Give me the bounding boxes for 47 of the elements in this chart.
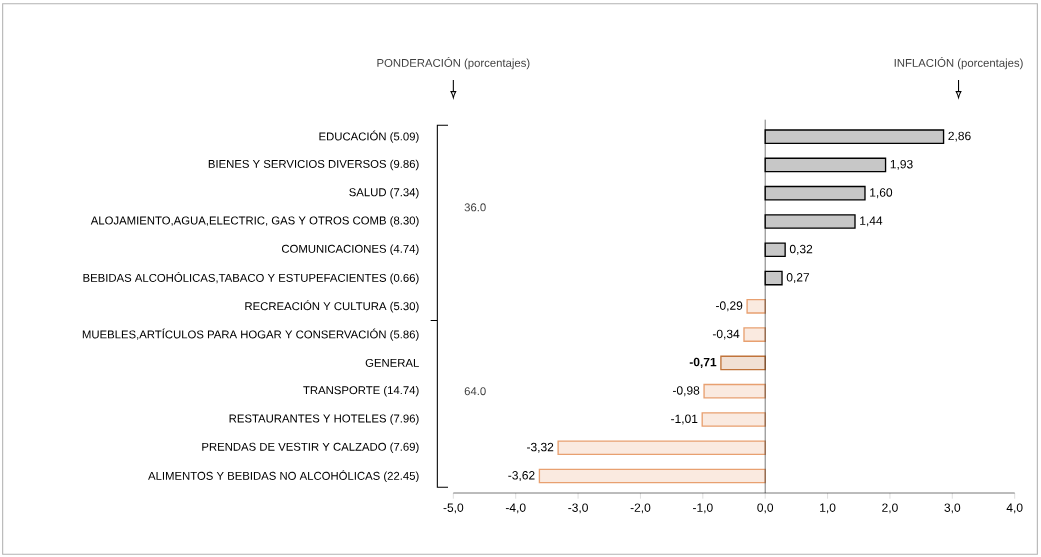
data-label: 1,44 — [860, 216, 883, 227]
data-label: 0,27 — [786, 273, 810, 283]
annotation: 36.0 — [464, 203, 486, 212]
data-label: 0,32 — [789, 244, 813, 255]
data-label: 1,60 — [870, 188, 893, 199]
data-label: -0,29 — [716, 301, 743, 312]
x-tick-label: 4,0 — [1006, 503, 1023, 514]
y-tick-label: RESTAURANTES Y HOTELES (7.96) — [229, 414, 419, 425]
bar — [746, 299, 766, 314]
x-tick-label: 0,0 — [757, 503, 774, 514]
x-tick-label: -1,0 — [693, 503, 713, 514]
y-tick-label: BIENES Y SERVICIOS DIVERSOS (9.86) — [208, 159, 419, 171]
y-tick-label: GENERAL — [365, 358, 419, 367]
data-label: 2,86 — [948, 131, 971, 142]
x-tick-label: -5,0 — [443, 503, 464, 514]
annotation: 64.0 — [464, 387, 486, 396]
x-tick-label: -3,0 — [568, 503, 588, 514]
data-label: -0,34 — [712, 329, 740, 340]
text: PONDERACIÓN (porcentajes) — [377, 57, 530, 70]
y-tick-label: ALIMENTOS Y BEBIDAS NO ALCOHÓLICAS (22.45) — [148, 469, 419, 483]
y-tick-label: COMUNICACIONES (4.74) — [281, 244, 419, 256]
x-tick-label: 2,0 — [882, 503, 898, 514]
y-tick-label: SALUD (7.34) — [349, 187, 419, 199]
y-tick-label: EDUCACIÓN (5.09) — [319, 130, 419, 143]
data-label: -0,98 — [672, 386, 700, 397]
x-tick-label: -4,0 — [505, 503, 526, 514]
data-label: -1,01 — [671, 414, 698, 425]
bar — [538, 468, 766, 484]
x-tick-label: 3,0 — [944, 503, 961, 514]
y-tick-label: RECREACIÓN Y CULTURA (5.30) — [245, 300, 419, 313]
y-tick-label: ALOJAMIENTO,AGUA,ELECTRIC, GAS Y OTROS COMB (8.30) — [90, 216, 419, 227]
bar — [703, 383, 766, 399]
text: INFLACIÓN (porcentajes) — [894, 57, 1023, 70]
bar — [557, 440, 766, 456]
y-tick-label: PRENDAS DE VESTIR Y CALZADO (7.69) — [202, 442, 419, 454]
y-tick-label: BEBIDAS ALCOHÓLICAS,TABACO Y ESTUPEFACIENTES (0.66) — [83, 271, 419, 285]
data-label: -0,71 — [689, 357, 717, 369]
y-tick-label: MUEBLES,ARTÍCULOS PARA HOGAR Y CONSERVACIÓN (5.86) — [82, 328, 419, 341]
y-tick-label: TRANSPORTE (14.74) — [303, 385, 419, 397]
x-tick-label: -2,0 — [630, 503, 651, 514]
bar — [701, 412, 766, 427]
bar — [720, 355, 766, 371]
x-tick-label: 1,0 — [820, 503, 836, 514]
data-label: -3,62 — [508, 471, 535, 481]
data-label: -3,32 — [527, 442, 554, 453]
data-label: 1,93 — [890, 159, 913, 170]
bar — [743, 327, 766, 342]
